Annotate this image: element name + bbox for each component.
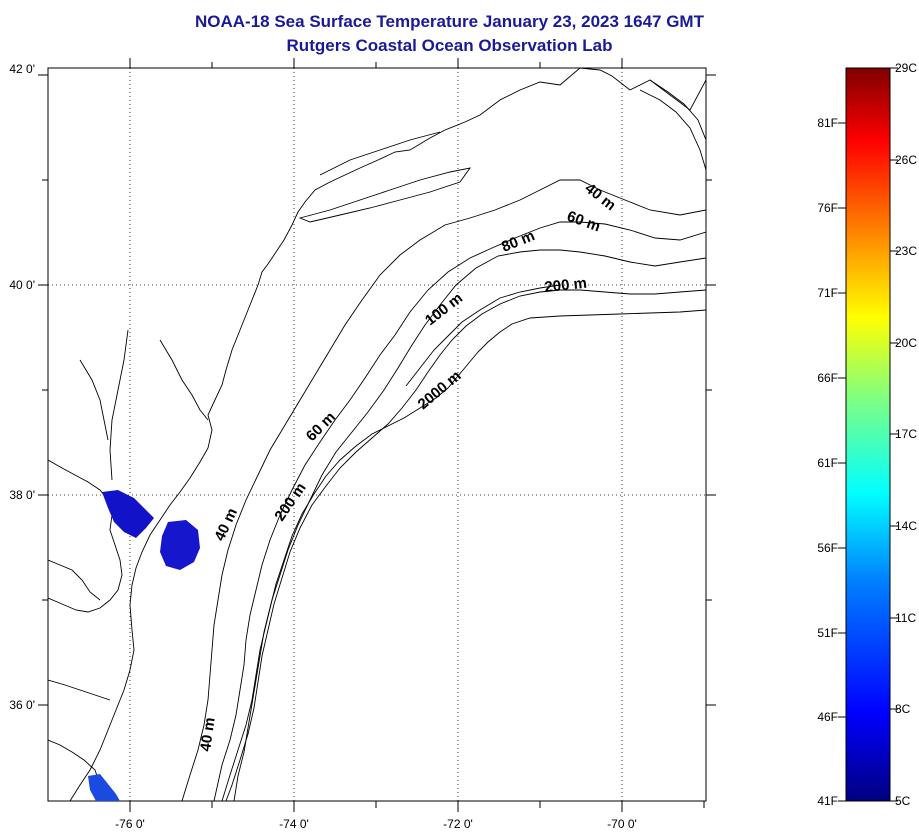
isobath-100m — [405, 284, 561, 387]
coastline — [48, 459, 123, 613]
coastline — [319, 131, 441, 176]
isobath-40m — [181, 179, 706, 801]
colorbar-fahrenheit-label: 71F — [817, 286, 838, 300]
colorbar-celsius-label: 26C — [895, 153, 917, 167]
lon-tick-label: -70 0' — [607, 817, 637, 831]
coastline — [48, 679, 111, 701]
colorbar-celsius-label: 29C — [895, 61, 917, 75]
colorbar-celsius-label: 5C — [895, 794, 911, 808]
sst-patch-chesapeake — [102, 490, 154, 538]
lat-tick-label: 38 0' — [9, 488, 35, 502]
sst-patch-chesapeake — [160, 520, 200, 570]
map-title: NOAA-18 Sea Surface Temperature January … — [195, 12, 704, 31]
colorbar-fahrenheit-label: 46F — [817, 710, 838, 724]
colorbar-fahrenheit-label: 66F — [817, 371, 838, 385]
isobath-2000m — [233, 309, 706, 801]
colorbar — [845, 67, 891, 802]
map-frame — [47, 67, 707, 802]
colorbar-celsius-label: 14C — [895, 519, 917, 533]
colorbar-celsius-label: 8C — [895, 702, 911, 716]
coastline — [79, 359, 109, 441]
lon-tick-label: -72 0' — [443, 817, 473, 831]
contour-label-200m: 200 m — [544, 275, 588, 296]
contour-label-40m: 40 m — [197, 716, 219, 752]
isobath-georges-bank — [639, 89, 706, 171]
coastline — [298, 167, 472, 223]
colorbar-fahrenheit-label: 56F — [817, 541, 838, 555]
lat-tick-label: 42 0' — [9, 62, 35, 76]
colorbar-fahrenheit-label: 51F — [817, 626, 838, 640]
colorbar-fahrenheit-label: 81F — [817, 116, 838, 130]
coastline — [48, 559, 101, 601]
coastline — [159, 339, 209, 421]
colorbar-celsius-label: 17C — [895, 427, 917, 441]
isobath-60m — [213, 221, 706, 801]
lat-tick-label: 36 0' — [9, 698, 35, 712]
sst-patch-pamlico — [88, 774, 120, 801]
colorbar-celsius-label: 23C — [895, 244, 917, 258]
colorbar-fahrenheit-label: 61F — [817, 456, 838, 470]
colorbar-celsius-label: 11C — [895, 611, 916, 625]
coastline — [69, 68, 706, 801]
colorbar-celsius-label: 20C — [895, 336, 917, 350]
isobath-200m — [225, 289, 706, 801]
graticule — [48, 68, 706, 801]
isobath-georges-bank — [649, 79, 706, 141]
isobath-80m — [221, 249, 706, 801]
lon-tick-label: -74 0' — [279, 817, 309, 831]
colorbar-ticks — [838, 67, 898, 802]
colorbar-fahrenheit-label: 76F — [817, 201, 838, 215]
lon-tick-label: -76 0' — [115, 817, 145, 831]
lat-tick-label: 40 0' — [9, 278, 35, 292]
map-subtitle: Rutgers Coastal Ocean Observation Lab — [286, 36, 613, 55]
colorbar-fahrenheit-label: 41F — [817, 794, 838, 808]
axis-ticks — [38, 58, 716, 812]
coastline — [109, 329, 129, 481]
